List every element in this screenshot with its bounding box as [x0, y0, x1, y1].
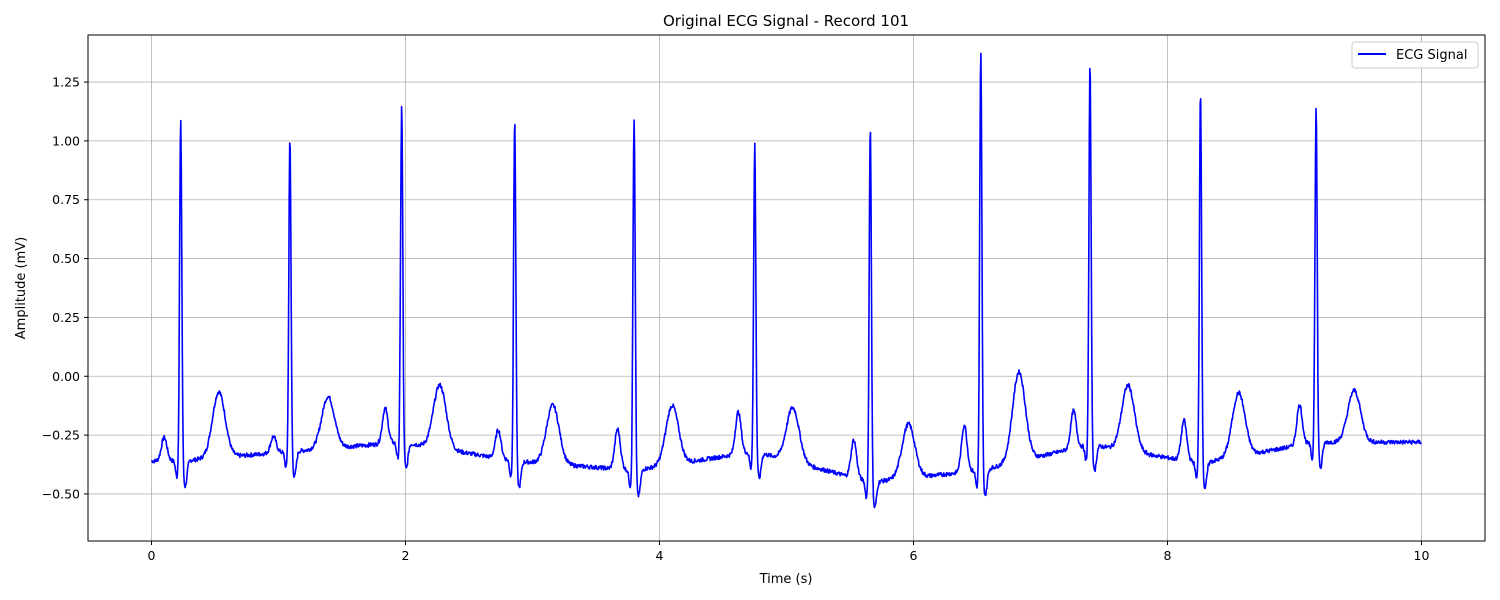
y-axis-ticks: −0.50 −0.25 0.00 0.25 0.50 0.75 1.00 1.25 [42, 75, 88, 501]
x-tick-label: 8 [1164, 548, 1172, 563]
plot-background [88, 35, 1485, 541]
y-tick-label: 0.00 [52, 369, 80, 384]
x-tick-label: 4 [656, 548, 664, 563]
x-tick-label: 10 [1414, 548, 1430, 563]
y-tick-label: −0.25 [42, 428, 80, 443]
y-tick-label: 1.00 [52, 133, 80, 148]
y-tick-label: 0.25 [52, 310, 80, 325]
x-axis-label: Time (s) [759, 572, 813, 587]
y-tick-label: 0.75 [52, 192, 80, 207]
legend-box [1351, 41, 1479, 69]
y-tick-label: 0.50 [52, 251, 80, 266]
legend: ECG Signal [1351, 41, 1479, 69]
y-axis-label: Amplitude (mV) [14, 237, 29, 339]
y-tick-label: 1.25 [52, 75, 80, 90]
x-tick-label: 2 [402, 548, 410, 563]
y-tick-label: −0.50 [42, 486, 80, 501]
chart-title: Original ECG Signal - Record 101 [663, 12, 909, 30]
x-tick-label: 6 [910, 548, 918, 563]
x-tick-label: 0 [148, 548, 156, 563]
legend-label: ECG Signal [1396, 48, 1467, 63]
plot-frame [87, 34, 1486, 542]
grid [88, 35, 1485, 541]
x-axis-ticks: 0 2 4 6 8 10 [148, 541, 1430, 563]
ecg-signal-line [151, 52, 1422, 509]
